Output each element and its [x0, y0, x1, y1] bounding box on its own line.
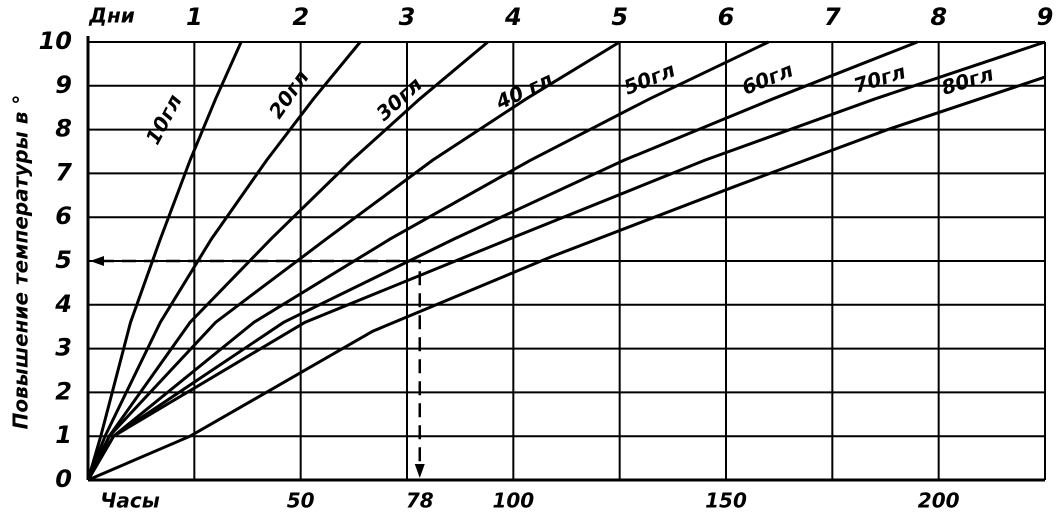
x2-tick-label: 8 [930, 3, 947, 31]
x2-tick-label: 6 [718, 3, 735, 31]
x2-axis-label: Дни [88, 4, 135, 28]
x-tick-label: 50 [287, 489, 315, 513]
series-label: 80гл [939, 61, 997, 100]
x-tick-label: 78 [406, 489, 434, 513]
x-tick-label: 200 [918, 489, 960, 513]
line [86, 40, 621, 481]
y-axis-label: Повышение температуры в ° [9, 95, 33, 430]
x2-tick-label: 9 [1037, 3, 1054, 31]
line [86, 41, 243, 481]
y-tick-label: 4 [54, 290, 72, 318]
x-tick-label: 100 [492, 489, 534, 513]
y-tick-label: 1 [55, 421, 72, 449]
y-tick-label: 2 [55, 377, 72, 405]
series-label: 20гл [264, 65, 314, 122]
annotation-line [100, 259, 422, 468]
annotation-arrow [414, 464, 425, 478]
series-label: 40 гл [491, 67, 557, 115]
x2-tick-label: 7 [824, 3, 841, 31]
y-tick-label: 8 [55, 115, 72, 143]
y-tick-label: 9 [55, 71, 72, 99]
line [86, 40, 1046, 481]
series-label: 50гл [620, 57, 678, 99]
y-tick-label: 0 [55, 465, 72, 493]
series-label: 10гл [141, 90, 187, 148]
y-tick-label: 7 [55, 158, 72, 186]
x2-tick-label: 4 [504, 3, 522, 31]
x2-tick-label: 2 [292, 3, 309, 31]
y-tick-label: 5 [55, 246, 72, 274]
x2-tick-label: 3 [399, 3, 416, 31]
x-tick-label: 150 [705, 489, 747, 513]
x-axis-label: Часы [100, 489, 160, 513]
x2-tick-label: 5 [611, 3, 628, 31]
annotation-arrow [90, 256, 104, 266]
y-tick-label: 10 [39, 27, 72, 55]
y-tick-label: 6 [55, 202, 72, 230]
line [86, 41, 362, 481]
x2-tick-label: 1 [186, 3, 203, 31]
y-tick-label: 3 [55, 334, 72, 362]
line [87, 75, 1046, 482]
